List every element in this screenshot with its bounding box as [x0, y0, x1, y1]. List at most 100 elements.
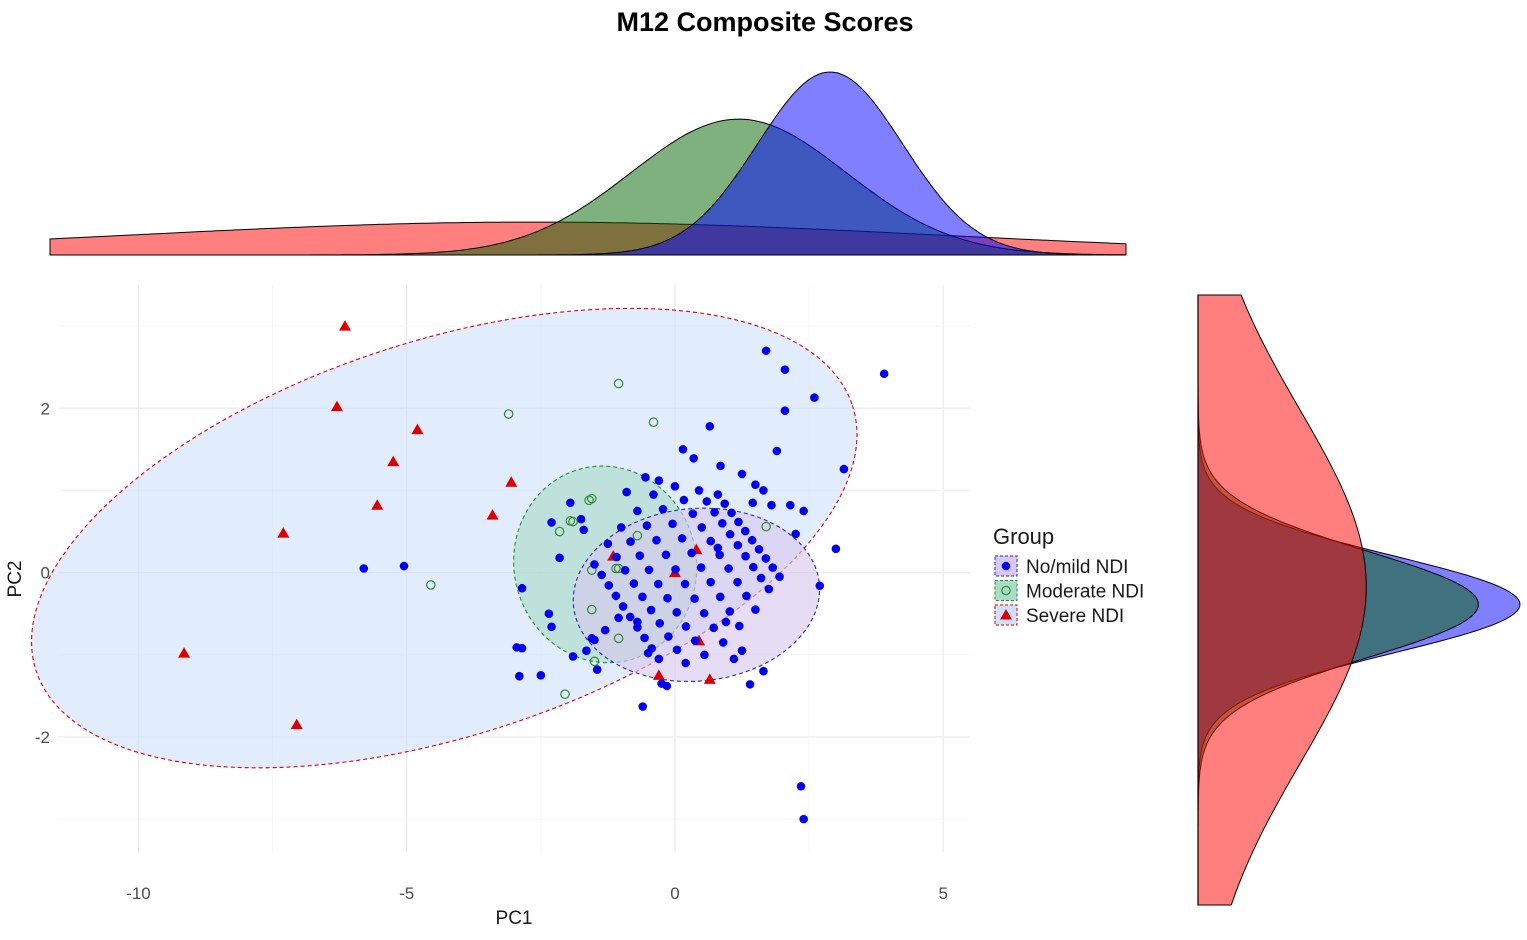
point-moderate: [426, 580, 436, 590]
point-no-mild: [536, 671, 546, 680]
point-no-mild: [672, 608, 682, 617]
legend-title: Group: [993, 524, 1054, 549]
top-marginal-density: [49, 71, 1127, 256]
point-severe: [652, 669, 665, 680]
point-moderate: [648, 417, 659, 428]
point-no-mild: [831, 544, 841, 554]
point-no-mild: [582, 646, 591, 655]
point-no-mild: [724, 564, 733, 573]
point-no-mild: [668, 519, 677, 529]
point-no-mild: [547, 518, 556, 527]
point-no-mild: [713, 490, 723, 499]
point-no-mild: [721, 617, 731, 627]
point-no-mild: [741, 551, 750, 561]
point-no-mild: [751, 480, 760, 489]
point-no-mild: [687, 548, 696, 558]
point-no-mild: [544, 609, 554, 618]
point-no-mild: [612, 552, 621, 562]
point-moderate: [503, 409, 514, 419]
y-axis-label: PC2: [5, 561, 26, 598]
point-no-mild: [715, 592, 725, 602]
point-no-mild: [756, 573, 766, 583]
point-no-mild: [670, 482, 680, 491]
y-tick-label: 0: [41, 564, 50, 583]
point-no-mild: [815, 581, 825, 591]
point-no-mild: [568, 652, 578, 661]
point-no-mild: [654, 476, 664, 485]
point-no-mild: [399, 561, 409, 571]
point-no-mild: [737, 646, 747, 655]
point-no-mild: [658, 504, 668, 514]
point-no-mild: [359, 564, 369, 573]
point-no-mild: [647, 644, 656, 653]
point-no-mild: [649, 490, 658, 499]
point-no-mild: [745, 680, 755, 689]
point-no-mild: [706, 536, 716, 546]
point-moderate: [632, 530, 643, 541]
point-no-mild: [678, 445, 688, 454]
point-no-mild: [604, 581, 614, 590]
point-no-mild: [515, 671, 524, 681]
point-no-mild: [646, 605, 656, 615]
point-no-mild: [748, 498, 758, 508]
point-no-mild: [697, 523, 707, 532]
legend-key: [994, 580, 1018, 601]
point-no-mild: [751, 605, 760, 614]
point-no-mild: [629, 579, 639, 588]
point-moderate: [554, 526, 565, 537]
point-no-mild: [734, 517, 743, 527]
density-top-no-mild-ndi: [50, 71, 1127, 256]
point-no-mild: [705, 422, 715, 431]
point-no-mild: [706, 577, 716, 587]
point-no-mild: [633, 623, 642, 632]
point-no-mild: [749, 562, 758, 572]
point-no-mild: [638, 592, 647, 602]
point-no-mild: [754, 545, 764, 554]
point-no-mild: [603, 539, 613, 549]
point-no-mild: [657, 679, 666, 688]
point-no-mild: [681, 658, 690, 668]
point-no-mild: [694, 486, 704, 495]
point-no-mild: [587, 634, 597, 643]
point-no-mild: [566, 498, 575, 508]
right-marginal-density: [1197, 294, 1521, 906]
point-severe: [387, 455, 400, 467]
point-no-mild: [761, 554, 771, 563]
point-severe: [505, 476, 518, 487]
point-no-mild: [775, 572, 784, 582]
legend-key-marker: [1001, 561, 1011, 571]
point-no-mild: [780, 406, 790, 416]
point-no-mild: [720, 499, 730, 508]
point-no-mild: [799, 506, 808, 516]
point-no-mild: [799, 814, 808, 824]
legend-label: No/mild NDI: [1026, 557, 1128, 578]
point-no-mild: [689, 454, 699, 463]
point-moderate: [586, 493, 597, 504]
legend-label: Moderate NDI: [1026, 582, 1144, 603]
point-no-mild: [785, 500, 795, 510]
point-severe: [339, 320, 352, 331]
point-no-mild: [747, 535, 757, 545]
point-no-mild: [725, 607, 735, 616]
point-no-mild: [688, 509, 698, 519]
point-no-mild: [626, 537, 635, 546]
point-no-mild: [810, 393, 819, 402]
x-tick-label: -5: [399, 884, 414, 903]
point-no-mild: [716, 461, 725, 471]
point-severe: [703, 673, 716, 684]
point-no-mild: [576, 514, 586, 524]
point-no-mild: [671, 565, 680, 574]
point-no-mild: [655, 618, 665, 628]
point-severe: [411, 423, 424, 435]
point-no-mild: [767, 500, 776, 510]
point-no-mild: [715, 550, 724, 560]
point-no-mild: [579, 525, 589, 535]
point-no-mild: [663, 593, 672, 603]
point-no-mild: [696, 563, 706, 572]
point-no-mild: [735, 621, 744, 631]
point-no-mild: [517, 643, 527, 653]
point-no-mild: [654, 654, 664, 664]
point-no-mild: [547, 622, 556, 632]
point-no-mild: [640, 633, 649, 643]
point-severe: [277, 527, 290, 538]
